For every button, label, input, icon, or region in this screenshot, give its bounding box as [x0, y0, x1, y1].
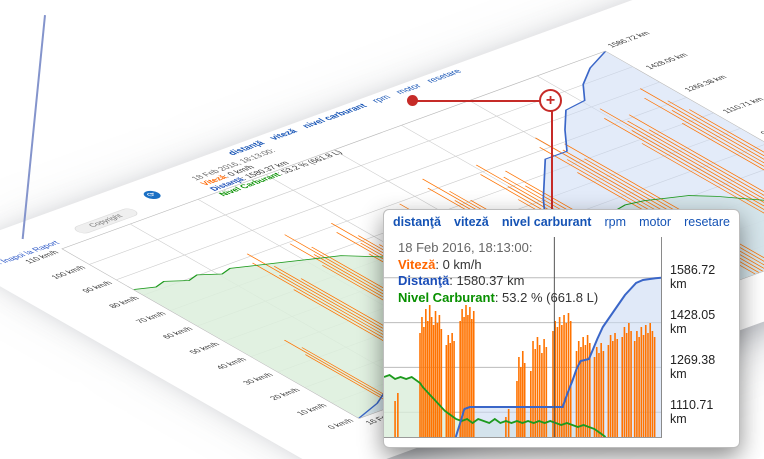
axis-line-decoration [21, 15, 46, 240]
speed-tick-label: 20 km/h [267, 387, 303, 402]
zoom-plus-icon[interactable]: + [539, 89, 562, 112]
speed-tick-label: 0 km/h [325, 417, 357, 431]
y-axis-label: 1269.38 km [670, 353, 716, 381]
speed-tick-label: 90 km/h [80, 279, 115, 295]
tooltip-fuel-label: Nivel Carburant [398, 289, 495, 305]
popup-chart-menu: distanţă viteză nivel carburant rpm moto… [384, 210, 739, 232]
speed-tick-label: 40 km/h [214, 356, 249, 371]
menu-item-reset[interactable]: resetare [684, 215, 730, 229]
tooltip-distance-value: 1580.37 km [456, 273, 525, 288]
speed-tick-label: 30 km/h [240, 371, 276, 387]
speed-tick-label: 100 km/h [49, 264, 89, 281]
distance-tick-label: 1428.05 km [643, 51, 691, 71]
y-axis-label: 1586.72 km [670, 263, 716, 291]
speed-tick-label: 60 km/h [160, 325, 196, 341]
y-axis-label: 1110.71 km [670, 398, 714, 426]
tooltip-timestamp: 18 Feb 2016, 18:13:00: [398, 240, 533, 255]
menu-item-engine[interactable]: motor [639, 215, 672, 229]
speed-tick-label: 10 km/h [294, 402, 330, 417]
menu-item-speed[interactable]: viteză [454, 215, 489, 229]
menu-item-fuel[interactable]: nivel carburant [298, 101, 370, 130]
distance-tick-label: 1110.71 km [720, 96, 764, 115]
popup-plot-area [384, 237, 662, 438]
speed-tick-label: 80 km/h [106, 295, 142, 310]
menu-item-distance[interactable]: distanţă [393, 215, 441, 229]
menu-item-fuel[interactable]: nivel carburant [501, 215, 592, 229]
refresh-icon[interactable]: ⟳ [140, 189, 165, 201]
popup-tooltip: 18 Feb 2016, 18:13:00: Viteză: 0 km/h Di… [398, 240, 599, 305]
distance-tick-label: 1586.72 km [605, 30, 653, 49]
speed-tick-label: 70 km/h [133, 310, 169, 325]
detail-popup-panel: distanţă viteză nivel carburant rpm moto… [383, 209, 740, 448]
tooltip-speed-label: Viteză [398, 256, 436, 272]
menu-item-engine[interactable]: motor [392, 82, 425, 96]
tooltip-fuel-value: 53.2 % (661.8 L) [502, 289, 599, 305]
menu-item-rpm[interactable]: rpm [604, 215, 627, 229]
menu-item-reset[interactable]: resetare [423, 67, 465, 85]
tooltip-speed-value: 0 km/h [442, 256, 482, 272]
y-axis-label: 1428.05 km [670, 308, 716, 336]
menu-item-rpm[interactable]: rpm [368, 93, 394, 105]
popup-chart-series [384, 237, 661, 437]
tooltip-distance-label: Distanţă [398, 273, 450, 288]
speed-tick-label: 50 km/h [187, 341, 223, 356]
distance-tick-label: 952.04 km [758, 119, 764, 137]
distance-tick-label: 1269.38 km [681, 73, 730, 93]
